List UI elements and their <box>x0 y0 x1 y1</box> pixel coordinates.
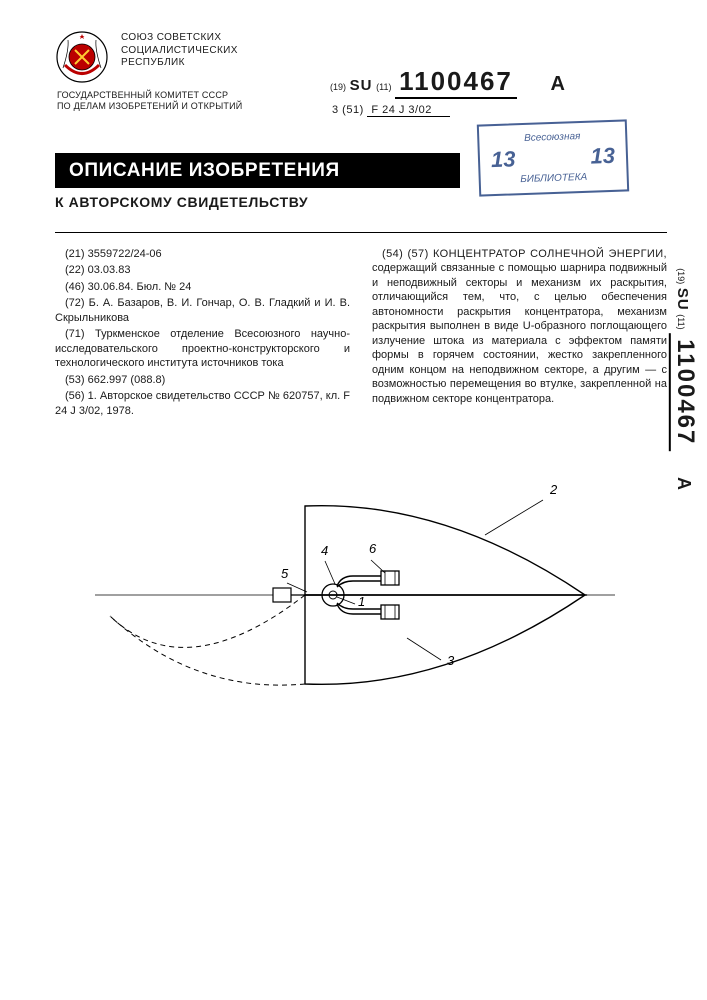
field-71: (71) Туркменское отделение Всесоюзного н… <box>55 327 350 371</box>
prefix-19-side: (19) <box>676 268 686 284</box>
abstract-body: содержащий связанные с помощью шарнира п… <box>372 262 667 405</box>
doc-title: ОПИСАНИЕ ИЗОБРЕТЕНИЯ <box>55 153 460 188</box>
org-line: РЕСПУБЛИК <box>121 57 238 70</box>
field-56: (56) 1. Авторское свидетельство СССР № 6… <box>55 389 350 418</box>
figure-label: 6 <box>369 541 377 556</box>
class-code: F 24 J 3/02 <box>367 104 450 117</box>
ussr-emblem-icon <box>55 30 109 84</box>
org-name: СОЮЗ СОВЕТСКИХ СОЦИАЛИСТИЧЕСКИХ РЕСПУБЛИ… <box>121 30 238 70</box>
bibliographic-data: (21) 3559722/24-06 (22) 03.03.83 (46) 30… <box>55 247 667 421</box>
class-prefix: 3 (51) <box>332 104 364 116</box>
stamp-right-num: 13 <box>590 143 615 170</box>
prefix-19: (19) <box>330 82 346 92</box>
field-22: (22) 03.03.83 <box>55 263 350 278</box>
document-id-top: (19) SU (11) 1100467 A <box>330 66 565 97</box>
stamp-left-num: 13 <box>491 146 516 173</box>
patent-number-side: 1100467 <box>669 333 699 451</box>
figure-label: 3 <box>447 653 455 668</box>
ipc-classification: 3 (51) F 24 J 3/02 <box>332 104 450 116</box>
figure-label: 5 <box>281 566 289 581</box>
right-column: (54) (57) КОНЦЕНТРАТОР СОЛНЕЧНОЙ ЭНЕРГИИ… <box>372 247 667 421</box>
committee-name: ГОСУДАРСТВЕННЫЙ КОМИТЕТ СССР ПО ДЕЛАМ ИЗ… <box>57 90 287 113</box>
field-21: (21) 3559722/24-06 <box>55 247 350 262</box>
org-line: СОЮЗ СОВЕТСКИХ <box>121 32 238 45</box>
prefix-11-side: (11) <box>676 314 686 329</box>
patent-page: СОЮЗ СОВЕТСКИХ СОЦИАЛИСТИЧЕСКИХ РЕСПУБЛИ… <box>0 0 707 1000</box>
kind-code: A <box>551 73 565 95</box>
title-block: ОПИСАНИЕ ИЗОБРЕТЕНИЯ К АВТОРСКОМУ СВИДЕТ… <box>55 153 460 210</box>
doc-subtitle: К АВТОРСКОМУ СВИДЕТЕЛЬСТВУ <box>55 194 460 210</box>
divider <box>55 232 667 233</box>
country-code-side: SU <box>674 288 691 311</box>
kind-code-side: A <box>674 477 694 490</box>
field-46: (46) 30.06.84. Бюл. № 24 <box>55 280 350 295</box>
country-code: SU <box>350 77 373 94</box>
committee-line: ПО ДЕЛАМ ИЗОБРЕТЕНИЙ И ОТКРЫТИЙ <box>57 101 287 112</box>
org-line: СОЦИАЛИСТИЧЕСКИХ <box>121 45 238 58</box>
figure-label: 2 <box>549 482 558 497</box>
figure-label: 4 <box>321 543 328 558</box>
figure-label: 1 <box>358 594 365 609</box>
left-column: (21) 3559722/24-06 (22) 03.03.83 (46) 30… <box>55 247 350 421</box>
field-72: (72) Б. А. Базаров, В. И. Гончар, О. В. … <box>55 296 350 325</box>
technical-drawing: 1 2 3 4 5 6 <box>55 440 667 760</box>
library-stamp: Всесоюзная 13 13 БИБЛИОТЕКА <box>477 119 629 196</box>
prefix-11: (11) <box>376 82 391 92</box>
committee-line: ГОСУДАРСТВЕННЫЙ КОМИТЕТ СССР <box>57 90 287 101</box>
stamp-top: Всесоюзная <box>524 131 581 144</box>
stamp-bottom: БИБЛИОТЕКА <box>520 172 587 185</box>
field-53: (53) 662.997 (088.8) <box>55 373 350 388</box>
patent-number: 1100467 <box>395 66 517 99</box>
abstract-heading: (54) (57) КОНЦЕНТРАТОР СОЛНЕЧНОЙ ЭНЕРГИИ… <box>382 248 667 260</box>
document-id-side: (19) SU (11) 1100467 A <box>671 268 699 490</box>
